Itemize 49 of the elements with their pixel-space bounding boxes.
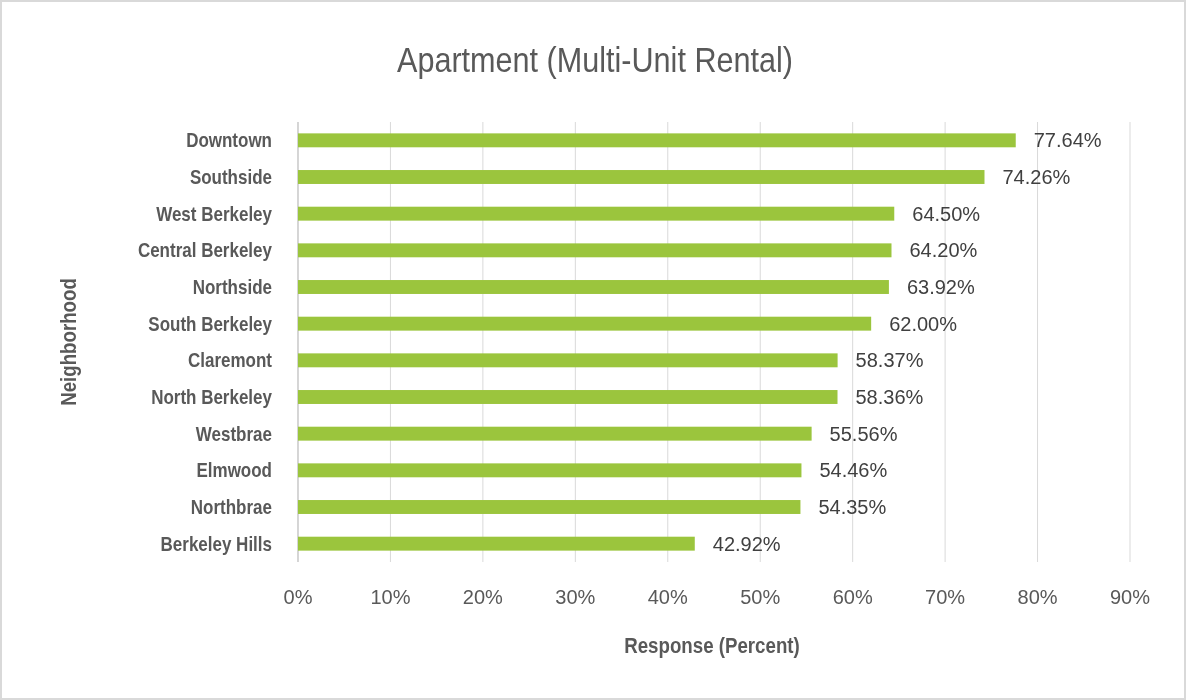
x-tick-label: 0% xyxy=(283,586,313,608)
bar xyxy=(298,390,838,404)
x-tick-label: 70% xyxy=(925,586,966,608)
data-label: 55.56% xyxy=(829,422,898,445)
bar xyxy=(298,500,801,514)
x-tick-label: 40% xyxy=(647,586,689,608)
data-label: 64.50% xyxy=(912,202,981,225)
bar xyxy=(298,133,1016,148)
bar xyxy=(298,280,889,294)
x-axis-title: Response (Percent) xyxy=(624,633,800,658)
y-tick-label: Central Berkeley xyxy=(137,239,273,262)
y-tick-label: Westbrae xyxy=(195,422,272,445)
y-tick-label: Elmwood xyxy=(196,459,272,482)
data-label: 62.00% xyxy=(889,312,958,335)
bar xyxy=(298,536,695,551)
y-tick-label: North Berkeley xyxy=(151,385,273,409)
data-label: 74.26% xyxy=(1002,166,1071,188)
x-tick-label: 60% xyxy=(832,586,873,608)
data-label: 58.36% xyxy=(855,386,924,408)
x-tick-label: 10% xyxy=(370,586,411,608)
bar xyxy=(298,243,892,258)
data-label: 42.92% xyxy=(712,532,781,555)
data-label: 77.64% xyxy=(1033,129,1102,152)
y-axis-title: Neighborhood xyxy=(56,278,81,406)
data-label: 64.20% xyxy=(909,239,978,262)
y-tick-label: Southside xyxy=(189,165,272,189)
bar xyxy=(298,170,985,184)
data-label: 58.37% xyxy=(855,349,924,372)
x-tick-label: 30% xyxy=(555,586,596,608)
y-tick-label: Northbrae xyxy=(190,495,272,519)
data-label: 63.92% xyxy=(906,276,975,298)
x-tick-label: 50% xyxy=(740,586,781,608)
x-tick-label: 80% xyxy=(1017,586,1058,608)
y-tick-label: South Berkeley xyxy=(148,312,273,335)
y-tick-label: West Berkeley xyxy=(156,202,273,225)
bar xyxy=(298,463,802,478)
y-tick-label: Northside xyxy=(192,275,272,299)
y-tick-label: Downtown xyxy=(186,129,272,152)
bar xyxy=(298,316,872,331)
bar xyxy=(298,426,812,441)
data-label: 54.35% xyxy=(818,496,887,518)
bar xyxy=(298,206,895,221)
y-tick-label: Claremont xyxy=(187,349,272,372)
chart-title: Apartment (Multi-Unit Rental) xyxy=(397,39,793,80)
data-label: 54.46% xyxy=(819,459,888,482)
bar xyxy=(298,353,838,368)
y-tick-label: Berkeley Hills xyxy=(160,532,272,555)
x-tick-label: 90% xyxy=(1109,586,1151,608)
x-tick-label: 20% xyxy=(462,586,504,608)
